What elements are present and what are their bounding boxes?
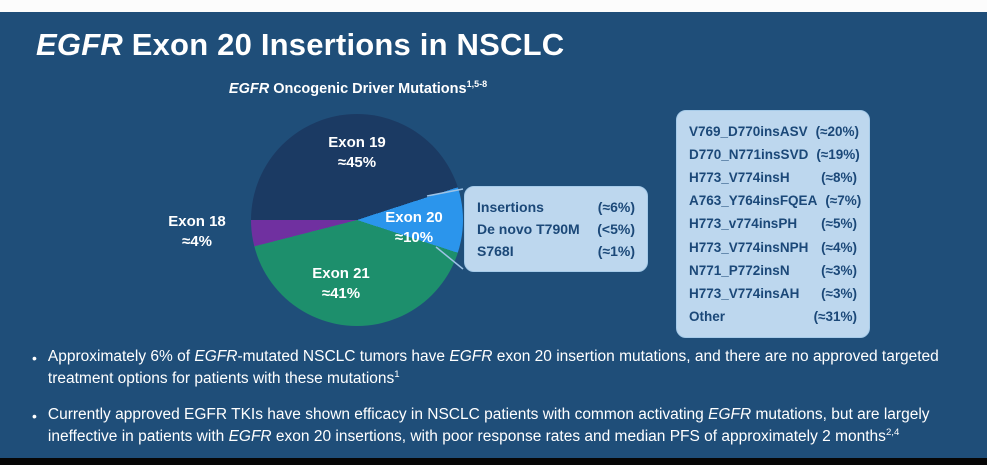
table-row: H773_V774insAH (≈3%) — [689, 286, 857, 301]
mutation-label: N771_P772insN — [689, 262, 790, 278]
pie-label-name: Exon 18 — [168, 212, 226, 230]
mutation-label: Other — [689, 308, 726, 324]
mutation-label: De novo T790M — [477, 221, 580, 237]
top-strip — [0, 0, 987, 12]
chart-title: EGFR Oncogenic Driver Mutations1,5-8 — [228, 79, 488, 97]
mutation-label: S768I — [477, 243, 514, 259]
pie-label-name: Exon 21 — [312, 264, 370, 282]
mutation-label: D770_N771insSVD — [689, 147, 809, 163]
mutation-value: (≈20%) — [815, 124, 859, 140]
mutation-value: (<5%) — [597, 221, 635, 237]
mutation-value: (≈3%) — [821, 262, 857, 278]
pie-label-pct: ≈41% — [321, 285, 361, 302]
table-row: N771_P772insN (≈3%) — [689, 263, 857, 278]
pie-label-name: Exon 20 — [385, 208, 443, 226]
table-row: H773_V774insNPH (≈4%) — [689, 240, 857, 255]
table-row: Insertions (≈6%) — [477, 199, 635, 215]
pie-label-pct: ≈4% — [182, 233, 212, 250]
pie-label-exon19: Exon 19 ≈45% — [328, 133, 386, 174]
mutation-value: (≈31%) — [813, 308, 857, 324]
table-row: D770_N771insSVD (≈19%) — [689, 147, 860, 163]
bullet-list: • Approximately 6% of EGFR-mutated NSCLC… — [32, 346, 958, 462]
pie-label-pct: ≈10% — [394, 229, 434, 246]
bullet-text: Currently approved EGFR TKIs have shown … — [47, 405, 930, 446]
pie-label-pct: ≈45% — [337, 154, 377, 171]
table-row: Other (≈31%) — [689, 309, 857, 324]
mutation-value: (≈7%) — [825, 193, 862, 209]
mutation-label: H773_V774insH — [689, 170, 790, 186]
mutation-label: H773_V774insNPH — [689, 239, 809, 255]
mutation-value: (≈19%) — [816, 147, 860, 163]
list-item: • Approximately 6% of EGFR-mutated NSCLC… — [32, 346, 958, 391]
mutation-label: H773_V774insAH — [689, 285, 800, 301]
pie-label-exon20: Exon 20 ≈10% — [385, 208, 443, 249]
list-item: • Currently approved EGFR TKIs have show… — [32, 404, 958, 449]
mutation-value: (≈4%) — [821, 239, 857, 255]
bottom-strip — [0, 458, 987, 465]
mutation-value: (≈8%) — [821, 170, 857, 186]
mutation-value: (≈3%) — [821, 285, 857, 301]
bullet-text: Approximately 6% of EGFR-mutated NSCLC t… — [47, 348, 939, 388]
pie-label-exon18: Exon 18 ≈4% — [168, 212, 226, 253]
table-row: H773_V774insH (≈8%) — [689, 170, 857, 185]
mutation-label: Insertions — [477, 199, 544, 215]
mutation-value: (≈6%) — [597, 199, 635, 215]
page-title: EGFR Exon 20 Insertions in NSCLC — [36, 27, 565, 62]
pie-label-exon21: Exon 21 ≈41% — [312, 264, 370, 305]
mutation-label: V769_D770insASV — [689, 124, 808, 140]
pie-label-name: Exon 19 — [328, 133, 386, 151]
table-row: V769_D770insASV (≈20%) — [689, 124, 859, 140]
bullet-marker: • — [32, 407, 37, 424]
insertion-variants-box: V769_D770insASV (≈20%) D770_N771insSVD (… — [676, 110, 870, 338]
exon20-summary-box: Insertions (≈6%) De novo T790M (<5%) S76… — [464, 186, 648, 272]
mutation-value: (≈1%) — [597, 243, 635, 259]
mutation-value: (≈5%) — [821, 216, 857, 232]
table-row: De novo T790M (<5%) — [477, 221, 635, 237]
bullet-marker: • — [32, 350, 37, 366]
mutation-label: A763_Y764insFQEA — [689, 193, 818, 209]
table-row: S768I (≈1%) — [477, 243, 635, 259]
mutation-label: H773_v774insPH — [689, 216, 798, 232]
pie-chart — [251, 114, 463, 326]
table-row: A763_Y764insFQEA (≈7%) — [689, 193, 861, 209]
table-row: H773_v774insPH (≈5%) — [689, 216, 857, 231]
